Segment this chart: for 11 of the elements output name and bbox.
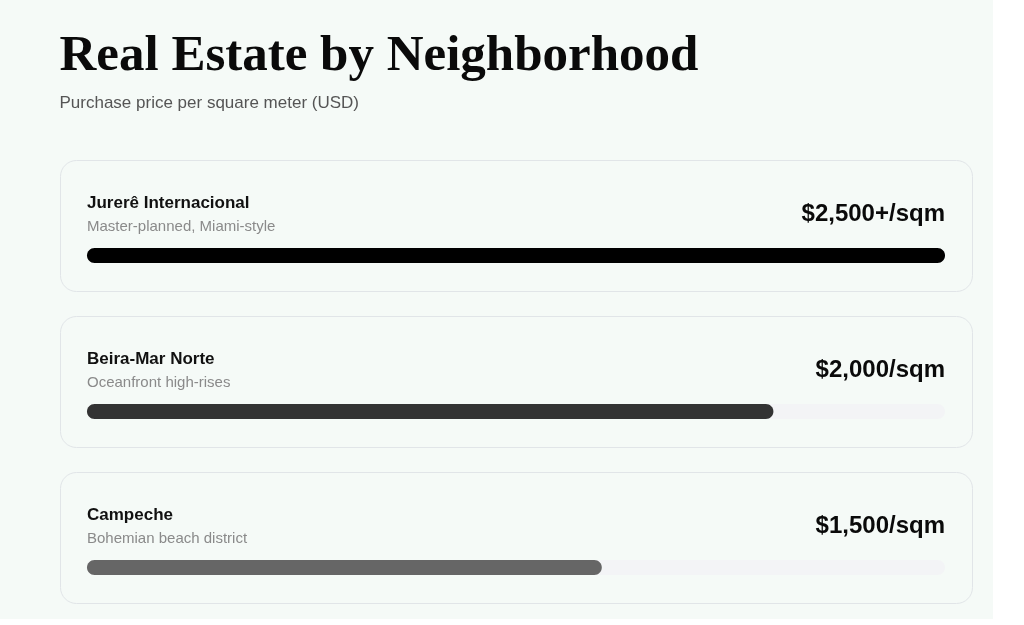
data-label: $2,000/sqm: [815, 355, 945, 382]
data-label: $2,500+/sqm: [801, 199, 945, 226]
y-tick-label: Jurerê Internacional: [87, 193, 250, 212]
chart-title: Real Estate by Neighborhood: [59, 24, 699, 81]
chart-subtitle: Purchase price per square meter (USD): [59, 92, 360, 112]
annotation: Bohemian beach district: [87, 529, 248, 546]
data-label: $1,500/sqm: [815, 511, 945, 538]
y-tick-label: Campeche: [87, 505, 173, 524]
annotation: Oceanfront high-rises: [87, 373, 231, 390]
annotation: Master-planned, Miami-style: [87, 217, 276, 234]
y-tick-label: Beira-Mar Norte: [87, 349, 215, 368]
